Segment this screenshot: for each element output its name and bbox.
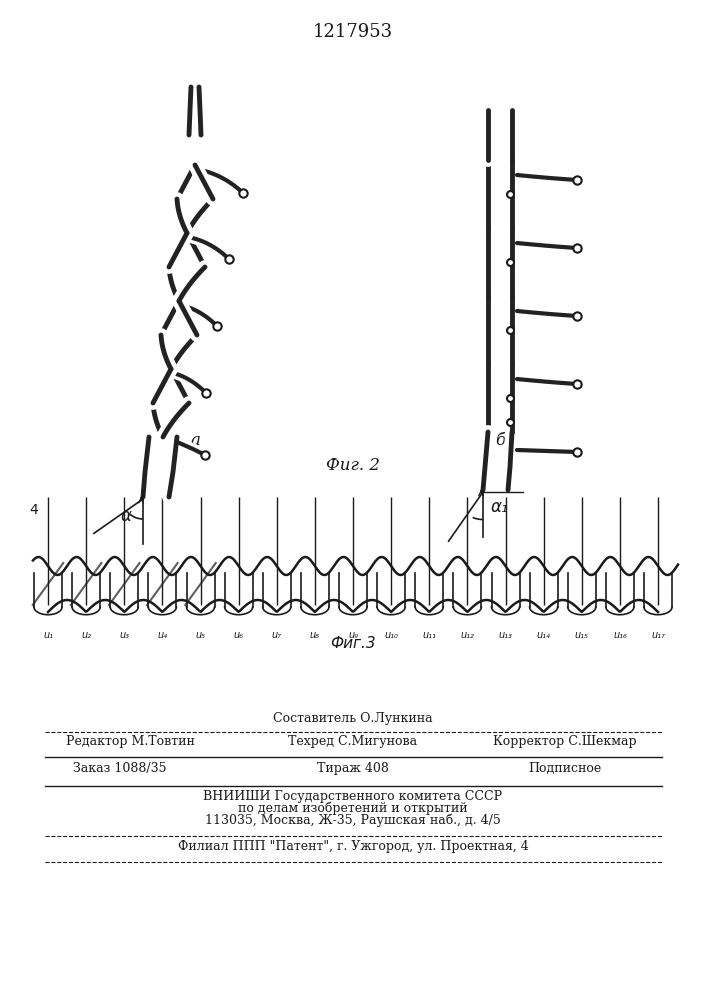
Text: u₁₀: u₁₀: [384, 630, 398, 640]
Text: u₇: u₇: [271, 630, 282, 640]
Text: u₃: u₃: [119, 630, 129, 640]
Text: Фиг. 2: Фиг. 2: [326, 457, 380, 474]
Text: u₈: u₈: [310, 630, 320, 640]
Text: u₆: u₆: [233, 630, 244, 640]
Text: u₁₃: u₁₃: [498, 630, 513, 640]
Text: Заказ 1088/35: Заказ 1088/35: [74, 762, 167, 775]
Text: а: а: [190, 432, 200, 449]
Text: u₁₂: u₁₂: [460, 630, 474, 640]
Text: 113035, Москва, Ж-35, Раушская наб., д. 4/5: 113035, Москва, Ж-35, Раушская наб., д. …: [205, 814, 501, 827]
Text: 4: 4: [29, 503, 38, 517]
Text: б: б: [495, 432, 505, 449]
Text: Редактор М.Товтин: Редактор М.Товтин: [66, 735, 194, 748]
Text: Филиал ППП "Патент", г. Ужгород, ул. Проектная, 4: Филиал ППП "Патент", г. Ужгород, ул. Про…: [177, 840, 528, 853]
Text: 1217953: 1217953: [313, 23, 393, 41]
Text: u₁: u₁: [43, 630, 53, 640]
Text: Корректор С.Шекмар: Корректор С.Шекмар: [493, 735, 637, 748]
Text: α₁: α₁: [491, 498, 508, 516]
Text: u₄: u₄: [158, 630, 168, 640]
Text: Фиг.3: Фиг.3: [330, 636, 376, 651]
Text: u₁₆: u₁₆: [613, 630, 627, 640]
Text: ВНИИШИ Государственного комитета СССР: ВНИИШИ Государственного комитета СССР: [204, 790, 503, 803]
Text: u₁₇: u₁₇: [651, 630, 665, 640]
Text: u₂: u₂: [81, 630, 91, 640]
Text: u₁₄: u₁₄: [537, 630, 551, 640]
Text: Тираж 408: Тираж 408: [317, 762, 389, 775]
Text: Составитель О.Лункина: Составитель О.Лункина: [273, 712, 433, 725]
Text: по делам изобретений и открытий: по делам изобретений и открытий: [238, 802, 468, 815]
Text: u₁₅: u₁₅: [575, 630, 589, 640]
Text: u₁₁: u₁₁: [422, 630, 436, 640]
Text: Техред С.Мигунова: Техред С.Мигунова: [288, 735, 418, 748]
Text: u₅: u₅: [196, 630, 206, 640]
Text: α: α: [121, 507, 132, 525]
Text: u₉: u₉: [348, 630, 358, 640]
Text: Подписное: Подписное: [528, 762, 602, 775]
